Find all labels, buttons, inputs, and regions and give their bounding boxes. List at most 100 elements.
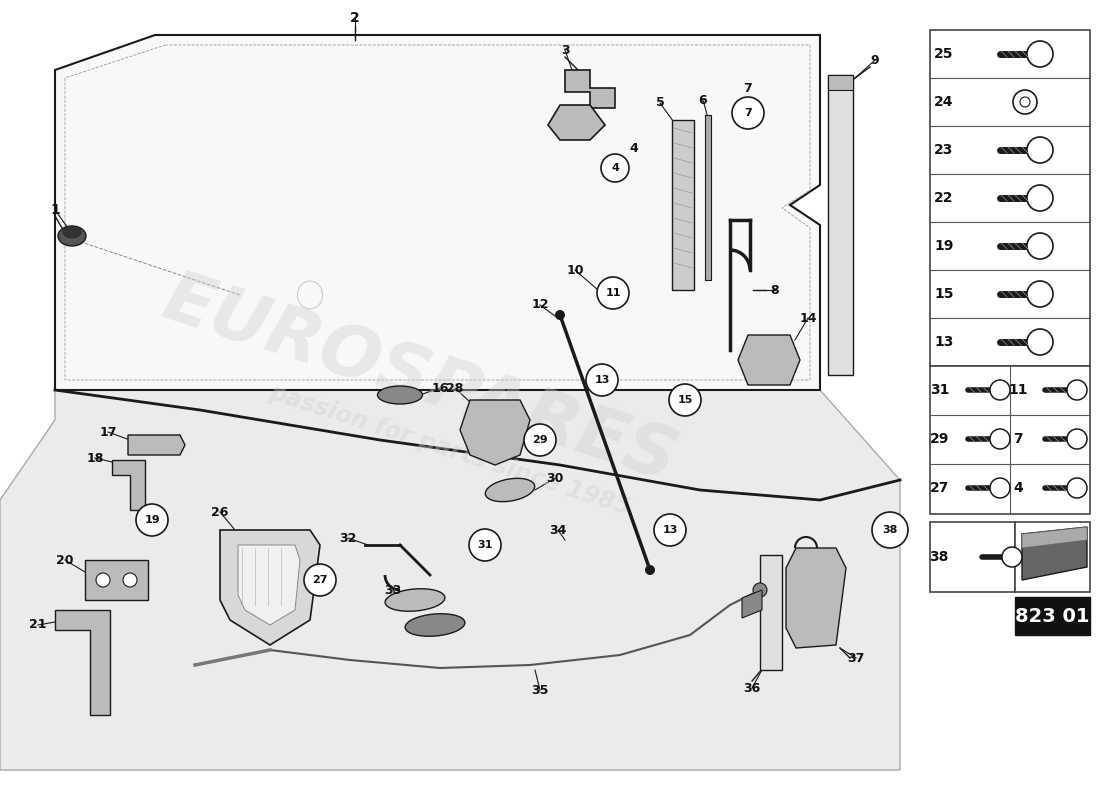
Polygon shape — [548, 105, 605, 140]
Circle shape — [136, 504, 168, 536]
Polygon shape — [460, 400, 530, 465]
Text: 3: 3 — [561, 43, 570, 57]
Circle shape — [597, 277, 629, 309]
Text: 19: 19 — [934, 239, 954, 253]
Bar — [672, 120, 694, 290]
Circle shape — [645, 565, 654, 575]
Polygon shape — [85, 560, 148, 600]
Ellipse shape — [58, 226, 86, 246]
Text: EUROSPARES: EUROSPARES — [154, 264, 685, 496]
Text: 23: 23 — [934, 143, 954, 157]
Circle shape — [123, 573, 138, 587]
Ellipse shape — [405, 614, 465, 636]
Text: 1: 1 — [51, 203, 59, 217]
Text: 12: 12 — [531, 298, 549, 311]
Text: 32: 32 — [339, 531, 356, 545]
Bar — [828, 75, 852, 90]
Circle shape — [1020, 97, 1030, 107]
Circle shape — [1027, 137, 1053, 163]
Bar — [705, 115, 711, 280]
Circle shape — [304, 564, 336, 596]
Circle shape — [96, 573, 110, 587]
Polygon shape — [220, 530, 320, 645]
Text: 37: 37 — [847, 651, 865, 665]
Text: 4: 4 — [629, 142, 638, 154]
Polygon shape — [128, 435, 185, 455]
Ellipse shape — [385, 589, 444, 611]
Bar — [930, 522, 1015, 592]
Text: 15: 15 — [934, 287, 954, 301]
Text: 5: 5 — [656, 97, 664, 110]
Text: 20: 20 — [56, 554, 74, 566]
Circle shape — [1067, 429, 1087, 449]
Text: 31: 31 — [477, 540, 493, 550]
Circle shape — [556, 310, 565, 320]
Text: 33: 33 — [384, 583, 402, 597]
Text: 13: 13 — [594, 375, 609, 385]
Text: 4: 4 — [1013, 481, 1023, 495]
Text: 11: 11 — [1009, 383, 1027, 397]
Text: 7: 7 — [1013, 432, 1023, 446]
Polygon shape — [742, 590, 762, 618]
Text: 7: 7 — [744, 82, 752, 94]
Circle shape — [524, 424, 556, 456]
Polygon shape — [112, 460, 145, 510]
Text: 9: 9 — [871, 54, 879, 66]
Text: 4: 4 — [612, 163, 619, 173]
Text: 15: 15 — [678, 395, 693, 405]
Bar — [760, 555, 782, 670]
Ellipse shape — [485, 478, 535, 502]
Circle shape — [1002, 547, 1022, 567]
Circle shape — [1027, 41, 1053, 67]
Text: 13: 13 — [662, 525, 678, 535]
Ellipse shape — [63, 226, 81, 238]
Text: 6: 6 — [698, 94, 707, 106]
Circle shape — [990, 429, 1010, 449]
Text: 11: 11 — [605, 288, 620, 298]
Circle shape — [1067, 478, 1087, 498]
Bar — [828, 75, 852, 375]
Text: 8: 8 — [771, 283, 779, 297]
Text: 14: 14 — [800, 311, 816, 325]
Circle shape — [1067, 380, 1087, 400]
Circle shape — [586, 364, 618, 396]
Text: 25: 25 — [934, 47, 954, 61]
Polygon shape — [55, 610, 110, 715]
Circle shape — [1027, 281, 1053, 307]
Circle shape — [990, 478, 1010, 498]
Circle shape — [1027, 233, 1053, 259]
Text: 10: 10 — [566, 263, 584, 277]
Text: 36: 36 — [744, 682, 760, 694]
Text: 28: 28 — [447, 382, 464, 394]
Bar — [1015, 597, 1090, 635]
Ellipse shape — [377, 386, 422, 404]
Circle shape — [601, 154, 629, 182]
Bar — [930, 366, 1090, 514]
Text: 823 01: 823 01 — [1015, 606, 1090, 626]
Circle shape — [1027, 185, 1053, 211]
Text: 27: 27 — [312, 575, 328, 585]
Text: 18: 18 — [86, 451, 103, 465]
Circle shape — [732, 97, 764, 129]
Text: 34: 34 — [549, 523, 566, 537]
Circle shape — [872, 512, 908, 548]
Circle shape — [669, 384, 701, 416]
Polygon shape — [786, 548, 846, 648]
Polygon shape — [565, 70, 615, 108]
Circle shape — [990, 380, 1010, 400]
Text: 21: 21 — [30, 618, 46, 631]
Text: passion for parts since 1985: passion for parts since 1985 — [266, 380, 634, 520]
Text: 38: 38 — [930, 550, 948, 564]
Text: 26: 26 — [211, 506, 229, 518]
Text: 35: 35 — [531, 683, 549, 697]
Circle shape — [1027, 329, 1053, 355]
Text: 13: 13 — [934, 335, 954, 349]
Polygon shape — [738, 335, 800, 385]
Circle shape — [654, 514, 686, 546]
Bar — [930, 30, 1090, 366]
Circle shape — [1013, 90, 1037, 114]
Text: 2: 2 — [350, 11, 360, 25]
Polygon shape — [0, 390, 900, 770]
Text: 7: 7 — [744, 108, 752, 118]
Text: 19: 19 — [144, 515, 159, 525]
